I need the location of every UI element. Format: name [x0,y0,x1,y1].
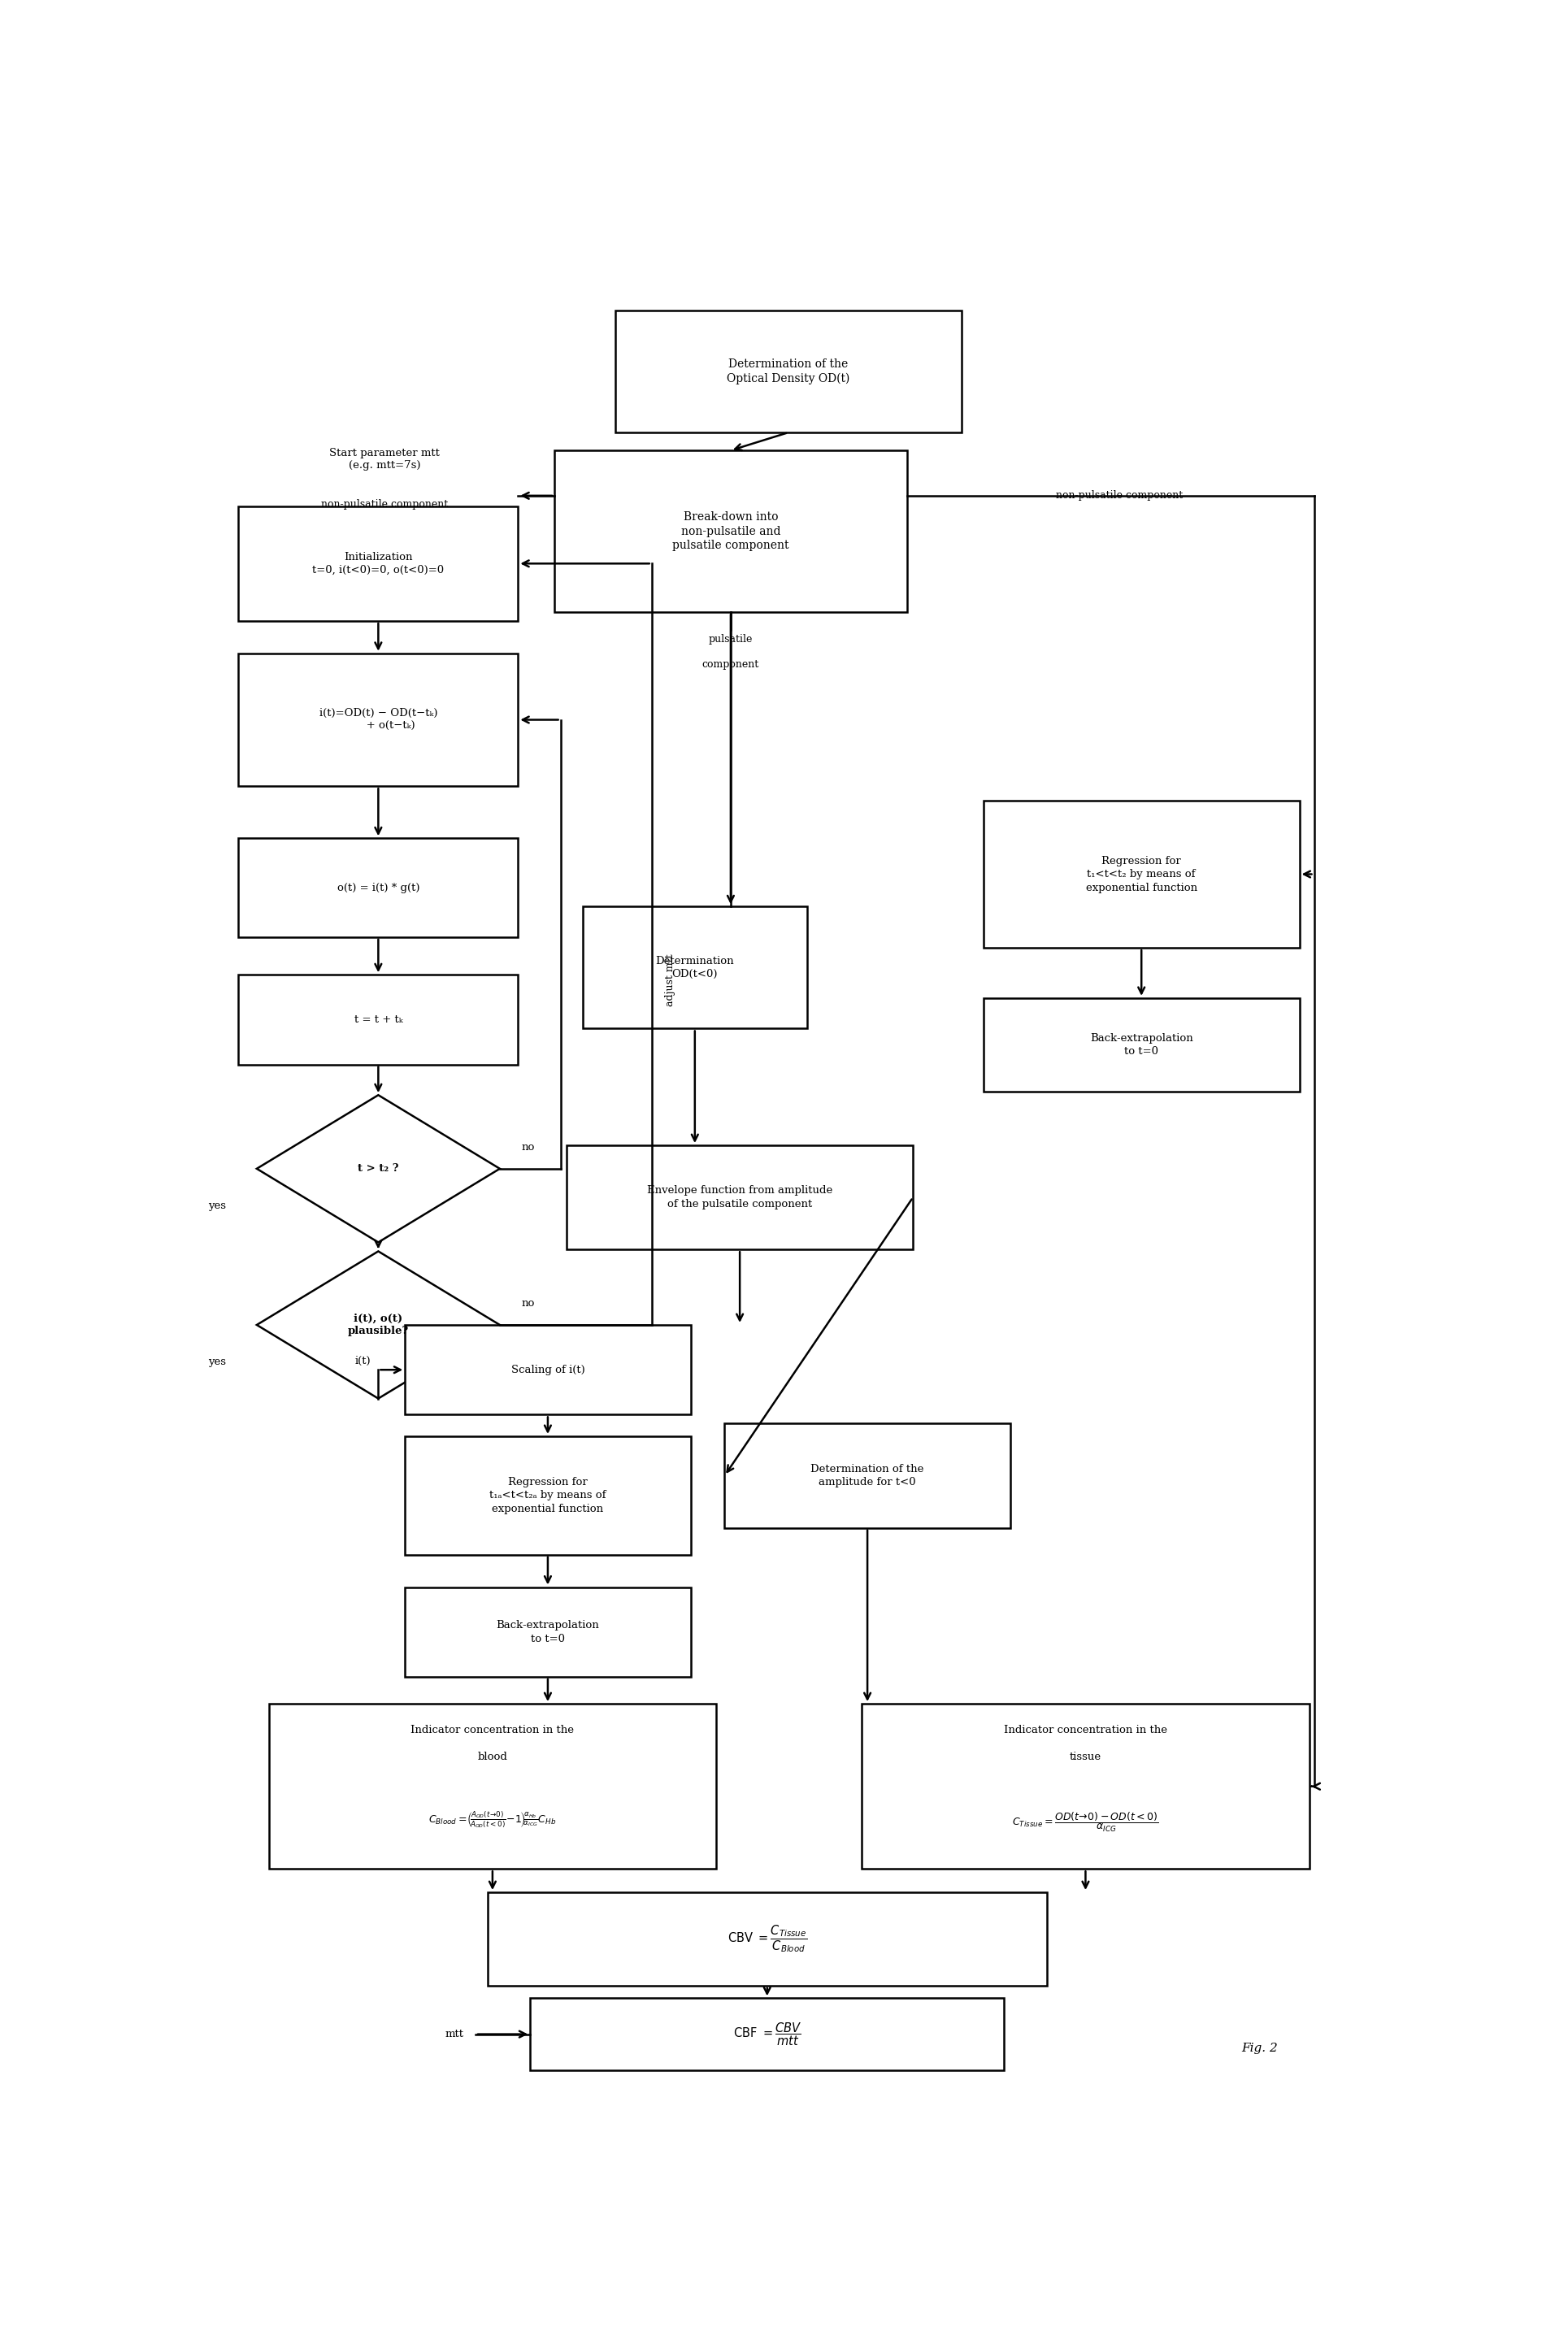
Text: CBV $=\dfrac{C_{Tissue}}{C_{Blood}}$: CBV $=\dfrac{C_{Tissue}}{C_{Blood}}$ [728,1924,808,1954]
Text: t > t₂ ?: t > t₂ ? [358,1164,398,1173]
Text: Initialization
t=0, i(t<0)=0, o(t<0)=0: Initialization t=0, i(t<0)=0, o(t<0)=0 [312,553,444,576]
Text: no: no [522,1299,535,1308]
Text: yes: yes [209,1201,226,1210]
Text: i(t)=OD(t) − OD(t−tₖ)
       + o(t−tₖ): i(t)=OD(t) − OD(t−tₖ) + o(t−tₖ) [320,709,437,732]
FancyBboxPatch shape [405,1325,690,1416]
Text: no: no [522,1143,535,1152]
Text: non-pulsatile component: non-pulsatile component [1055,490,1184,501]
FancyBboxPatch shape [238,837,517,937]
Text: Determination of the
amplitude for t<0: Determination of the amplitude for t<0 [811,1464,924,1488]
Text: Determination of the
Optical Density OD(t): Determination of the Optical Density OD(… [728,359,850,385]
Text: Regression for
t₁<t<t₂ by means of
exponential function: Regression for t₁<t<t₂ by means of expon… [1085,856,1196,893]
Polygon shape [257,1252,500,1399]
Text: $C_{Tissue}=\dfrac{OD(t\!\to\!0)-OD(t<0)}{\alpha_{ICG}}$: $C_{Tissue}=\dfrac{OD(t\!\to\!0)-OD(t<0)… [1013,1812,1159,1833]
Text: Scaling of i(t): Scaling of i(t) [511,1364,585,1376]
Text: i(t): i(t) [354,1355,372,1367]
Text: Determination
OD(t<0): Determination OD(t<0) [655,956,734,979]
Text: non-pulsatile component: non-pulsatile component [321,499,448,511]
Text: Back-extrapolation
to t=0: Back-extrapolation to t=0 [1090,1033,1193,1056]
Text: o(t) = i(t) * g(t): o(t) = i(t) * g(t) [337,881,420,893]
Text: Envelope function from amplitude
of the pulsatile component: Envelope function from amplitude of the … [648,1185,833,1210]
FancyBboxPatch shape [862,1705,1309,1868]
Text: yes: yes [209,1357,226,1367]
Text: t = t + tₖ: t = t + tₖ [354,1014,403,1026]
Text: blood: blood [478,1751,508,1763]
FancyBboxPatch shape [724,1423,1010,1527]
Text: Indicator concentration in the: Indicator concentration in the [1004,1726,1167,1735]
FancyBboxPatch shape [983,998,1300,1091]
FancyBboxPatch shape [555,450,906,611]
FancyBboxPatch shape [582,907,808,1028]
Text: adjust mtt: adjust mtt [665,954,676,1007]
FancyBboxPatch shape [566,1145,913,1250]
FancyBboxPatch shape [270,1705,717,1868]
Text: Break-down into
non-pulsatile and
pulsatile component: Break-down into non-pulsatile and pulsat… [673,511,789,550]
FancyBboxPatch shape [405,1437,690,1555]
FancyBboxPatch shape [405,1588,690,1677]
Text: $C_{Blood}=\!\left(\!\frac{A_{OD}(t\!\to\!0)}{A_{OD}(t<0)}\!-\!1\!\right)\!\frac: $C_{Blood}=\!\left(\!\frac{A_{OD}(t\!\to… [428,1810,557,1831]
FancyBboxPatch shape [530,1999,1004,2071]
FancyBboxPatch shape [238,975,517,1063]
Text: Regression for
t₁ₐ<t<t₂ₐ by means of
exponential function: Regression for t₁ₐ<t<t₂ₐ by means of exp… [489,1476,607,1513]
Text: Indicator concentration in the: Indicator concentration in the [411,1726,574,1735]
FancyBboxPatch shape [238,506,517,620]
Text: Back-extrapolation
to t=0: Back-extrapolation to t=0 [497,1621,599,1644]
FancyBboxPatch shape [983,800,1300,947]
Text: Start parameter mtt
(e.g. mtt=7s): Start parameter mtt (e.g. mtt=7s) [329,448,439,471]
Text: i(t), o(t)
plausible?: i(t), o(t) plausible? [348,1313,409,1336]
Text: component: component [702,660,759,669]
Text: tissue: tissue [1069,1751,1101,1763]
FancyBboxPatch shape [238,653,517,786]
Text: pulsatile: pulsatile [709,634,753,644]
FancyBboxPatch shape [488,1891,1047,1987]
Text: Fig. 2: Fig. 2 [1242,2043,1278,2054]
FancyBboxPatch shape [615,310,961,431]
Text: CBF $=\dfrac{CBV}{mtt}$: CBF $=\dfrac{CBV}{mtt}$ [732,2022,801,2047]
Text: mtt: mtt [445,2029,464,2040]
Polygon shape [257,1096,500,1243]
